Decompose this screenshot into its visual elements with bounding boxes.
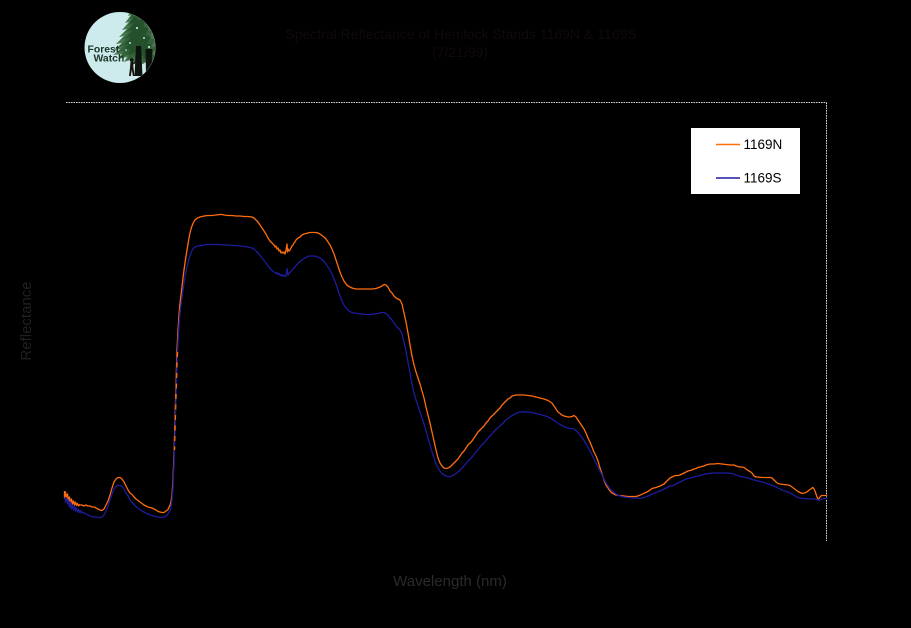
svg-text:Watch: Watch <box>94 54 125 65</box>
svg-text:(7/21/99): (7/21/99) <box>432 44 488 60</box>
svg-text:1169N: 1169N <box>744 137 783 152</box>
svg-text:Reflectance: Reflectance <box>18 281 35 360</box>
svg-text:Spectral Reflectance of Hemloc: Spectral Reflectance of Hemlock Stands 1… <box>285 26 636 42</box>
svg-text:Forest: Forest <box>88 44 120 55</box>
svg-text:1169S: 1169S <box>744 171 782 186</box>
svg-text:Wavelength (nm): Wavelength (nm) <box>393 573 507 590</box>
